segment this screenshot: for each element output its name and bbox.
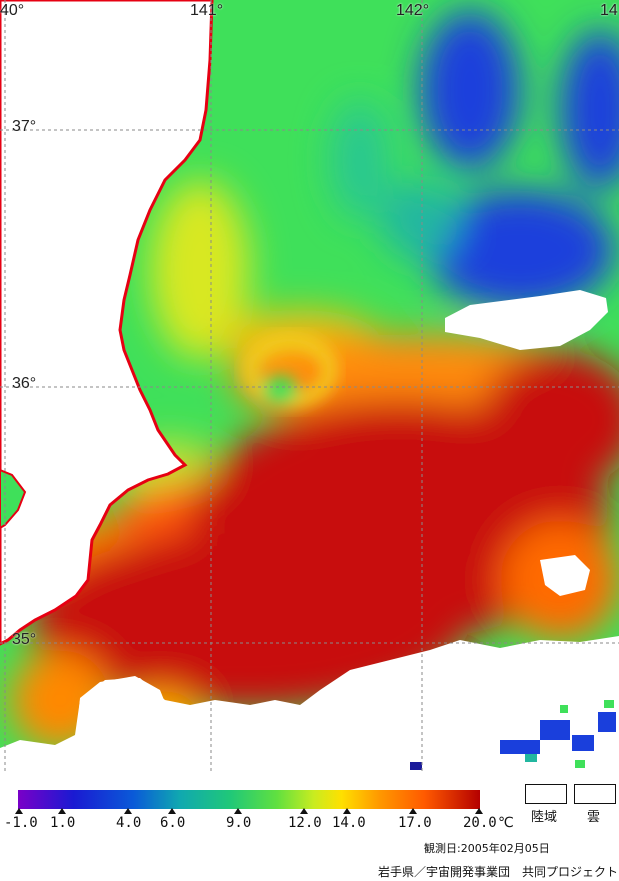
- latitude-label-36: 36°: [12, 375, 37, 392]
- legend-tick-label: 6.0: [160, 815, 186, 831]
- graticule: [0, 0, 619, 772]
- credit-line: 岩手県／宇宙開発事業団 共同プロジェクト: [378, 865, 619, 879]
- longitude-label-142: 142°: [396, 2, 430, 19]
- longitude-label-141: 141°: [190, 2, 224, 19]
- cloud-edge-noise: [410, 700, 616, 770]
- sea-surface-temperature-map: [0, 0, 619, 772]
- legend-tick-label: -1.0: [4, 815, 38, 831]
- latitude-label-35: 35°: [12, 631, 37, 648]
- legend-tick-label: 17.0: [398, 815, 432, 831]
- legend-unit: ℃: [498, 815, 514, 831]
- longitude-label-140: 40°: [0, 2, 25, 19]
- legend-tick-label: 20.0: [463, 815, 497, 831]
- legend-tick-label: 9.0: [226, 815, 252, 831]
- observation-date: 観測日:2005年02月05日: [424, 842, 550, 855]
- cloud-areas: [0, 290, 619, 772]
- legend-tick: [409, 808, 417, 814]
- legend-tick: [475, 808, 483, 814]
- legend-tick-label: 4.0: [116, 815, 142, 831]
- land-key-swatch: [525, 784, 567, 804]
- longitude-label-143: 14: [600, 2, 618, 19]
- legend-tick-label: 14.0: [332, 815, 366, 831]
- legend-tick: [15, 808, 23, 814]
- legend-tick: [300, 808, 308, 814]
- temperature-field: [10, 10, 619, 750]
- cloud-key-swatch: [574, 784, 616, 804]
- legend-tick-label: 12.0: [288, 815, 322, 831]
- legend-tick-label: 1.0: [50, 815, 76, 831]
- land-honshu: [0, 0, 214, 646]
- legend-tick: [343, 808, 351, 814]
- temperature-color-bar: [18, 790, 480, 809]
- latitude-label-37: 37°: [12, 118, 37, 135]
- eddy: [243, 333, 337, 407]
- land-boso: [78, 676, 168, 748]
- land-key-label: 陸域: [531, 810, 558, 825]
- legend-tick: [124, 808, 132, 814]
- land-lake-patch: [0, 468, 27, 530]
- legend-tick: [234, 808, 242, 814]
- legend-tick: [58, 808, 66, 814]
- legend-tick: [168, 808, 176, 814]
- cloud-key-label: 雲: [587, 810, 601, 825]
